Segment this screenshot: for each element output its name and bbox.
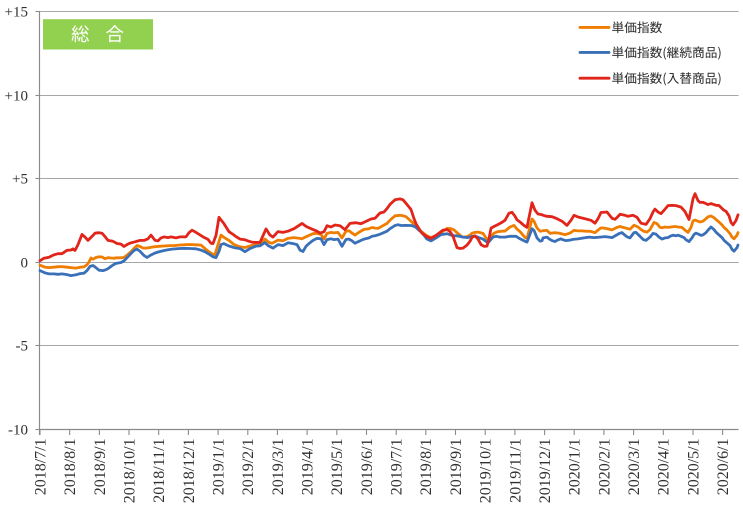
svg-text:2019/3/1: 2019/3/1 [270,438,287,495]
svg-text:2018/8/1: 2018/8/1 [62,438,79,495]
svg-text:+10: +10 [5,88,28,104]
svg-text:2020/3/1: 2020/3/1 [626,438,643,495]
svg-text:2020/1/1: 2020/1/1 [567,438,584,495]
svg-text:2019/8/1: 2019/8/1 [418,438,435,495]
svg-text:2019/9/1: 2019/9/1 [448,438,465,495]
svg-text:2020/5/1: 2020/5/1 [685,438,702,495]
svg-text:0: 0 [21,255,29,271]
svg-text:2019/6/1: 2019/6/1 [359,438,376,495]
svg-text:2019/4/1: 2019/4/1 [300,438,317,495]
svg-text:2018/10/1: 2018/10/1 [121,438,138,503]
svg-text:+5: +5 [12,171,28,187]
svg-text:2019/1/1: 2019/1/1 [211,438,228,495]
svg-text:2020/6/1: 2020/6/1 [715,438,732,495]
svg-text:2018/7/1: 2018/7/1 [32,438,49,495]
svg-text:2019/10/1: 2019/10/1 [478,438,495,503]
svg-text:-5: -5 [16,338,29,354]
svg-text:2020/4/1: 2020/4/1 [656,438,673,495]
svg-text:2020/2/1: 2020/2/1 [596,438,613,495]
svg-text:-10: -10 [8,422,28,438]
svg-text:2019/5/1: 2019/5/1 [329,438,346,495]
svg-text:2019/7/1: 2019/7/1 [389,438,406,495]
svg-text:+15: +15 [5,4,28,20]
svg-text:2019/2/1: 2019/2/1 [240,438,257,495]
svg-text:2018/9/1: 2018/9/1 [92,438,109,495]
svg-text:2018/12/1: 2018/12/1 [181,438,198,503]
svg-text:2019/12/1: 2019/12/1 [537,438,554,503]
svg-text:2018/11/1: 2018/11/1 [151,438,168,502]
svg-text:2019/11/1: 2019/11/1 [507,438,524,502]
